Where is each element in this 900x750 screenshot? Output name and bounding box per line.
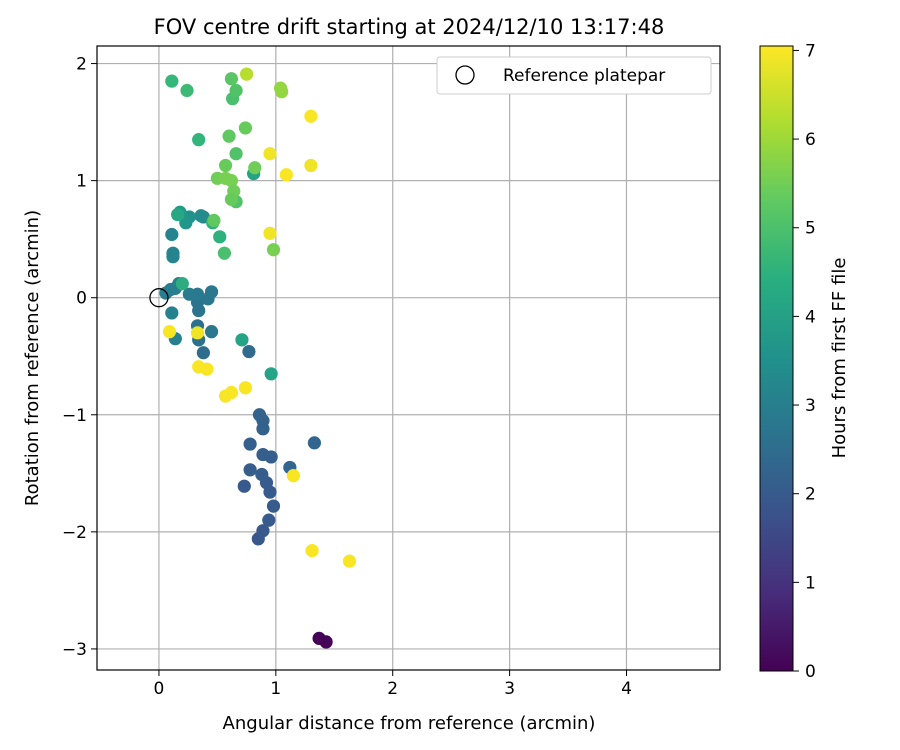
data-point bbox=[252, 408, 267, 422]
data-point bbox=[179, 216, 193, 230]
data-point bbox=[319, 635, 333, 649]
data-point bbox=[213, 230, 227, 244]
data-point bbox=[235, 333, 249, 347]
data-point bbox=[201, 292, 215, 306]
data-point bbox=[243, 463, 257, 477]
data-point bbox=[229, 83, 243, 98]
x-tick-label: 0 bbox=[154, 679, 165, 699]
data-point bbox=[264, 367, 278, 381]
colorbar-tick-label: 5 bbox=[805, 219, 816, 239]
y-tick-label: −3 bbox=[62, 640, 87, 660]
legend-box bbox=[436, 56, 712, 95]
data-point bbox=[304, 158, 318, 173]
x-tick-label: 4 bbox=[621, 679, 632, 699]
data-point bbox=[275, 85, 289, 99]
data-point bbox=[279, 168, 293, 182]
data-point bbox=[266, 243, 281, 257]
y-axis-label: Rotation from reference (arcmin) bbox=[22, 210, 43, 506]
data-point bbox=[263, 147, 277, 161]
legend-entry-reference-platepar: Reference platepar bbox=[503, 66, 665, 86]
data-point bbox=[255, 467, 269, 482]
data-point bbox=[192, 133, 206, 147]
colorbar-label: Hours from first FF file bbox=[829, 258, 850, 459]
data-point bbox=[180, 83, 194, 98]
legend: Reference platepar bbox=[436, 56, 712, 95]
y-axis-ticks: −3 −2 −1 0 1 2 bbox=[62, 55, 97, 660]
data-point bbox=[229, 147, 243, 161]
colorbar-tick-label: 3 bbox=[805, 396, 816, 416]
data-point bbox=[224, 174, 239, 188]
plot-frame bbox=[96, 45, 721, 671]
data-point bbox=[165, 74, 179, 88]
colorbar-tick-label: 1 bbox=[805, 573, 816, 593]
data-point bbox=[218, 158, 233, 173]
x-axis-ticks: 0 1 2 3 4 bbox=[154, 670, 632, 699]
data-point bbox=[342, 554, 357, 568]
chart-title: FOV centre drift starting at 2024/12/10 … bbox=[154, 15, 665, 39]
data-point bbox=[194, 209, 208, 223]
data-point bbox=[165, 306, 179, 320]
data-point bbox=[305, 543, 319, 558]
data-point bbox=[166, 246, 180, 260]
x-axis-label: Angular distance from reference (arcmin) bbox=[223, 713, 596, 734]
data-point bbox=[307, 436, 322, 450]
data-point bbox=[165, 227, 179, 242]
data-point bbox=[196, 346, 210, 360]
y-tick-label: −2 bbox=[62, 523, 87, 543]
data-point bbox=[266, 499, 281, 513]
data-point bbox=[171, 207, 185, 222]
y-tick-label: 2 bbox=[76, 55, 87, 75]
x-tick-label: 2 bbox=[387, 679, 398, 699]
colorbar-tick-label: 2 bbox=[805, 485, 816, 505]
grid-lines bbox=[97, 46, 720, 670]
data-point bbox=[222, 129, 236, 143]
data-point bbox=[262, 513, 276, 527]
data-point bbox=[242, 344, 256, 359]
data-point bbox=[200, 362, 214, 376]
y-tick-label: 0 bbox=[76, 289, 87, 309]
data-point bbox=[304, 109, 318, 123]
data-point bbox=[224, 72, 239, 86]
colorbar-tick-label: 4 bbox=[805, 307, 816, 327]
data-point bbox=[238, 381, 253, 395]
data-point bbox=[240, 67, 254, 81]
colorbar-ticks: 0 1 2 3 4 5 6 7 bbox=[793, 41, 816, 682]
data-point bbox=[218, 389, 233, 403]
colorbar bbox=[759, 45, 794, 672]
y-tick-label: −1 bbox=[62, 406, 87, 426]
data-point bbox=[248, 161, 262, 175]
data-point bbox=[190, 326, 205, 340]
data-point bbox=[237, 479, 251, 493]
data-point bbox=[224, 192, 239, 206]
colorbar-tick-label: 0 bbox=[805, 662, 816, 682]
data-point bbox=[243, 437, 257, 451]
data-point bbox=[204, 325, 219, 339]
data-point bbox=[263, 226, 277, 240]
data-point bbox=[217, 246, 232, 260]
y-tick-label: 1 bbox=[76, 172, 87, 192]
data-point bbox=[162, 325, 177, 339]
data-point bbox=[207, 213, 221, 228]
data-points bbox=[159, 67, 357, 649]
data-point bbox=[238, 121, 253, 135]
x-tick-label: 1 bbox=[270, 679, 281, 699]
data-point bbox=[256, 524, 270, 538]
legend-marker bbox=[455, 65, 475, 85]
x-tick-label: 3 bbox=[504, 679, 515, 699]
reference-platepar-marker bbox=[149, 288, 169, 308]
data-point bbox=[286, 469, 300, 483]
data-point bbox=[175, 277, 189, 291]
colorbar-tick-label: 6 bbox=[805, 130, 816, 150]
data-point bbox=[182, 287, 196, 301]
data-point bbox=[264, 450, 278, 464]
colorbar-tick-label: 7 bbox=[805, 41, 816, 61]
